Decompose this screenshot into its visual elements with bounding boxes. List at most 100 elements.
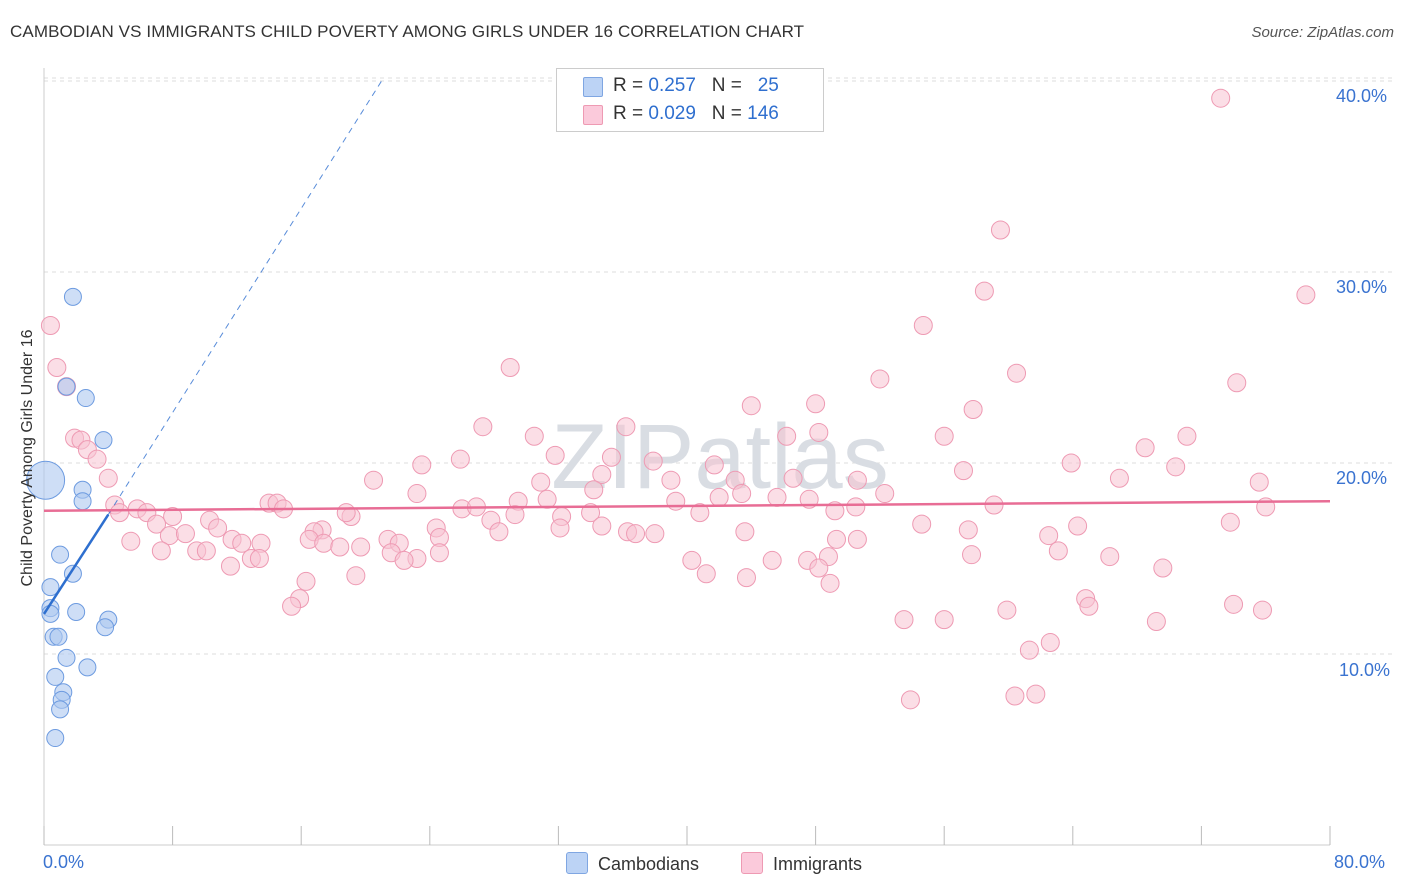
immigrants-point — [934, 426, 954, 446]
immigrants-point — [847, 529, 867, 549]
axes — [43, 68, 1331, 846]
immigrants-point — [626, 524, 646, 544]
immigrants-point — [505, 505, 525, 525]
legend-label-cambodians: Cambodians — [598, 854, 700, 874]
immigrants-point — [809, 558, 829, 578]
chart-title: CAMBODIAN VS IMMIGRANTS CHILD POVERTY AM… — [10, 22, 805, 41]
gridlines — [44, 77, 1392, 655]
immigrants-point — [643, 451, 663, 471]
immigrants-point — [584, 480, 604, 500]
immigrants-point — [151, 541, 171, 561]
immigrants-point — [826, 529, 846, 549]
immigrants-point — [1220, 512, 1240, 532]
immigrants-point — [249, 549, 269, 568]
cambodians-point — [78, 658, 97, 677]
immigrants-point — [958, 520, 978, 540]
immigrants-point — [1068, 516, 1088, 536]
immigrants-point — [934, 610, 954, 630]
immigrants-point — [1040, 633, 1060, 653]
y-tick-label: 40.0% — [1336, 86, 1388, 106]
immigrants-point — [825, 501, 845, 521]
cambodians-point — [51, 700, 70, 719]
immigrants-point — [296, 571, 316, 591]
immigrants-point — [870, 369, 890, 389]
immigrants-point — [98, 468, 118, 488]
immigrants-point — [1109, 468, 1129, 488]
legend-n-label: N = — [711, 75, 742, 96]
immigrants-point — [500, 358, 520, 377]
immigrants-point — [875, 484, 895, 504]
legend-swatch-pink — [583, 105, 603, 125]
immigrants-point — [1153, 558, 1173, 578]
y-tick-label: 20.0% — [1336, 468, 1388, 488]
immigrants-point — [196, 541, 216, 561]
cambodians-point — [26, 460, 66, 500]
legend-r-value: 0.257 — [648, 75, 696, 96]
immigrants-point — [407, 484, 427, 504]
immigrants-point — [429, 543, 449, 563]
immigrants-point — [47, 358, 67, 377]
immigrants-point — [412, 455, 432, 475]
immigrants-point — [147, 514, 167, 534]
immigrants-point — [661, 470, 681, 490]
legend-r-label: R = — [613, 75, 644, 96]
immigrants-point — [314, 533, 334, 553]
legend-swatch-blue — [566, 852, 588, 874]
immigrants-point — [473, 417, 493, 437]
cambodians-point — [51, 545, 70, 564]
immigrants-point — [894, 610, 914, 630]
immigrants-point — [732, 484, 752, 504]
stats-legend: R = 0.257 N = 25 R = 0.029 N = 146 — [556, 68, 824, 132]
legend-item-immigrants: Immigrants — [741, 852, 862, 875]
immigrants-point — [912, 514, 932, 534]
legend-n-value: 25 — [757, 75, 779, 96]
cambodians-point — [57, 377, 76, 396]
immigrants-point — [682, 550, 702, 570]
immigrants-point — [592, 464, 612, 484]
immigrants-point — [364, 470, 384, 490]
immigrants-point — [524, 426, 544, 446]
legend-n-label: N = — [711, 103, 742, 124]
cambodians-point — [96, 618, 115, 637]
immigrants-trend-line — [43, 499, 1331, 512]
immigrants-point — [1249, 472, 1269, 492]
cambodians-trend-extension — [107, 80, 382, 515]
immigrants-point — [220, 556, 240, 576]
immigrants-point — [666, 491, 686, 511]
immigrants-point — [1100, 547, 1120, 567]
immigrants-point — [346, 566, 366, 586]
immigrants-point — [163, 506, 183, 526]
immigrants-point — [645, 524, 665, 544]
immigrants-point — [40, 315, 60, 335]
y-tick-label: 30.0% — [1336, 277, 1388, 297]
cambodians-points — [26, 287, 118, 748]
immigrants-point — [736, 568, 756, 588]
legend-n-value: 146 — [747, 103, 779, 124]
immigrants-point — [1079, 596, 1099, 616]
immigrants-point — [820, 573, 840, 593]
immigrants-point — [735, 522, 755, 542]
y-tick-label: 10.0% — [1339, 660, 1391, 680]
immigrants-point — [394, 550, 414, 570]
legend-r-value: 0.029 — [648, 103, 696, 124]
immigrants-point — [351, 537, 371, 557]
immigrants-point — [696, 564, 716, 584]
legend-swatch-pink — [741, 852, 763, 874]
cambodians-point — [57, 648, 76, 667]
immigrants-point — [175, 524, 195, 544]
immigrants-point — [1296, 285, 1316, 305]
immigrants-point — [690, 503, 710, 523]
immigrants-point — [1166, 457, 1186, 477]
immigrants-point — [767, 487, 787, 507]
immigrants-point — [1039, 526, 1059, 546]
immigrants-point — [1005, 686, 1025, 706]
immigrants-point — [581, 503, 601, 523]
immigrants-point — [962, 545, 982, 565]
cambodians-point — [76, 389, 95, 408]
immigrants-point — [963, 400, 983, 420]
cambodians-point — [94, 431, 113, 450]
legend-swatch-blue — [583, 77, 603, 97]
immigrants-point — [616, 417, 636, 437]
immigrants-point — [110, 503, 130, 523]
